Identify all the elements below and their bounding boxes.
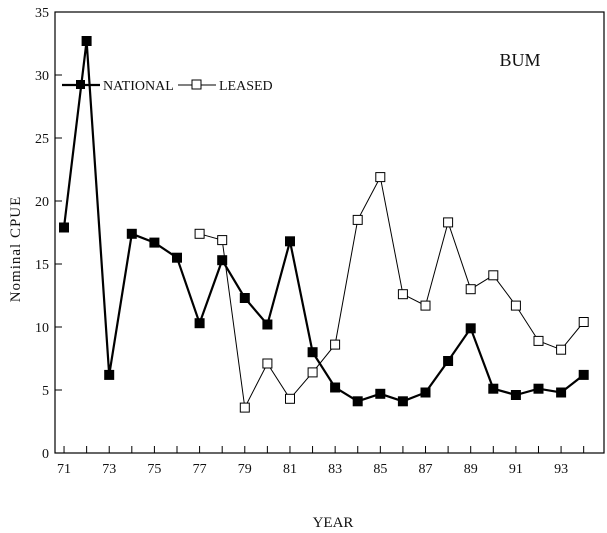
- y-tick-label: 35: [35, 6, 49, 21]
- x-tick-label: 79: [238, 462, 252, 477]
- point-leased: [465, 284, 476, 295]
- point-national: [59, 222, 69, 233]
- point-leased: [262, 358, 273, 369]
- point-national: [194, 318, 205, 329]
- point-national: [443, 356, 454, 366]
- point-national: [330, 382, 341, 393]
- point-national: [307, 347, 318, 358]
- x-tick-label: 91: [509, 462, 523, 477]
- point-leased: [556, 344, 567, 355]
- x-tick-label: 73: [102, 462, 116, 477]
- point-leased: [375, 172, 386, 183]
- point-leased: [307, 367, 318, 378]
- point-leased: [330, 339, 341, 350]
- legend-leased-marker: [191, 79, 202, 90]
- point-leased: [352, 214, 363, 225]
- legend-leased-label: LEASED: [219, 79, 273, 94]
- point-national: [465, 323, 476, 334]
- x-tick-label: 87: [419, 462, 433, 477]
- point-national: [104, 369, 115, 380]
- point-leased: [533, 335, 544, 346]
- point-national: [533, 383, 544, 394]
- point-national: [81, 36, 92, 46]
- y-tick-label: 25: [35, 132, 49, 147]
- y-tick-label: 20: [35, 195, 49, 210]
- x-tick-label: 85: [373, 462, 387, 477]
- series-leased: [194, 172, 589, 413]
- point-national: [217, 255, 228, 266]
- point-national: [149, 237, 160, 248]
- panel-label: BUM: [499, 50, 540, 70]
- point-leased: [510, 300, 521, 311]
- legend-national-marker: [76, 80, 85, 89]
- point-leased: [217, 235, 228, 246]
- legend: NATIONAL LEASED: [62, 79, 273, 94]
- point-national: [556, 387, 567, 398]
- point-leased: [239, 402, 250, 413]
- x-tick-label: 93: [554, 462, 568, 477]
- point-national: [510, 390, 521, 400]
- x-tick-label: 71: [57, 462, 71, 477]
- point-leased: [578, 317, 589, 327]
- x-axis: 71 73 75 77 79 81 83 85 87 89 91 93: [57, 446, 585, 477]
- x-tick-label: 89: [464, 462, 478, 477]
- plot-area: [54, 11, 605, 454]
- point-national: [285, 236, 295, 247]
- x-tick-label: 75: [147, 462, 161, 477]
- point-national: [172, 252, 182, 263]
- series-layer: [59, 36, 589, 413]
- series-national: [59, 36, 589, 407]
- point-national: [578, 369, 589, 380]
- point-national: [352, 396, 363, 407]
- point-leased: [488, 270, 499, 281]
- plot-frame: [54, 11, 605, 454]
- y-tick-label: 15: [35, 258, 49, 273]
- y-axis: 0 5 10 15 20 25 30 35: [35, 6, 62, 462]
- y-tick-label: 5: [42, 384, 49, 399]
- point-national: [488, 383, 499, 394]
- series-line-leased: [199, 175, 585, 410]
- point-national: [397, 396, 408, 407]
- legend-national-label: NATIONAL: [103, 79, 174, 94]
- x-axis-title: YEAR: [313, 515, 354, 531]
- point-leased: [285, 393, 295, 404]
- point-national: [126, 228, 137, 239]
- point-leased: [443, 217, 454, 228]
- point-national: [262, 319, 273, 330]
- y-tick-label: 10: [35, 321, 49, 336]
- y-axis-title: Nominal CPUE: [8, 196, 24, 303]
- point-leased: [194, 228, 205, 239]
- point-national: [375, 388, 386, 399]
- x-tick-label: 83: [328, 462, 342, 477]
- x-tick-label: 77: [193, 462, 207, 477]
- point-national: [420, 387, 431, 398]
- point-national: [239, 293, 250, 303]
- y-tick-label: 30: [35, 69, 49, 84]
- point-leased: [420, 300, 431, 311]
- point-leased: [397, 289, 408, 300]
- y-tick-label: 0: [42, 447, 49, 462]
- x-tick-label: 81: [283, 462, 297, 477]
- series-line-national: [62, 40, 585, 403]
